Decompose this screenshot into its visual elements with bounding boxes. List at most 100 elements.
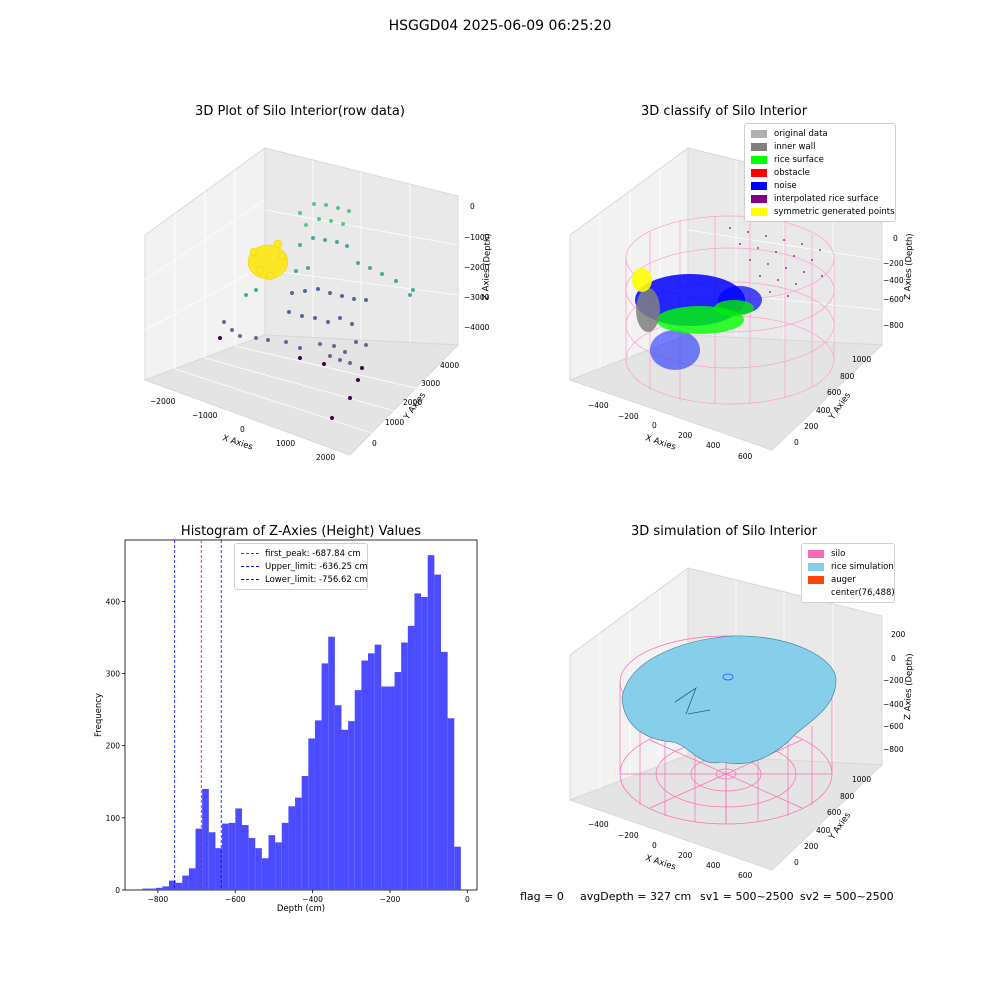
footer-flag: flag = 0 <box>520 890 564 903</box>
raw-ztick-labels: 0 −1000 −2000 −3000 −4000 <box>464 202 490 332</box>
raw-plot-title: 3D Plot of Silo Interior(row data) <box>195 104 405 119</box>
raw-ztick: −4000 <box>464 323 490 332</box>
classify-ztick: −800 <box>883 321 904 330</box>
histogram-bar <box>407 625 415 890</box>
legend-entry: silo <box>808 547 888 560</box>
legend-label: interpolated rice surface <box>774 193 879 204</box>
histogram-bar <box>208 832 216 890</box>
raw-ytick: 2000 <box>403 398 422 407</box>
legend-swatch <box>751 155 767 164</box>
histogram-xlabel: Depth (cm) <box>277 904 325 914</box>
legend-entry: symmetric generated points <box>751 205 895 218</box>
histogram-bar <box>142 888 150 890</box>
classify-ytick: 200 <box>804 422 819 431</box>
histogram-bar <box>374 644 382 890</box>
histogram-bar <box>321 663 329 890</box>
simulation-xtick: 0 <box>652 841 657 850</box>
simulation-ytick: 800 <box>840 792 855 801</box>
classify-ytick: 400 <box>816 406 831 415</box>
histogram-x-ticks: −800 −600 −400 −200 0 <box>148 890 470 904</box>
legend-swatch <box>751 194 767 203</box>
histogram-bar <box>222 823 229 890</box>
legend-swatch <box>751 207 767 216</box>
legend-entry: rice simulation <box>808 560 894 573</box>
classify-zlabel: Z Axies (Depth) <box>903 233 915 300</box>
legend-dash <box>241 566 259 567</box>
legend-swatch <box>808 575 824 584</box>
raw-ytick: 0 <box>372 439 377 448</box>
legend-entry: rice surface <box>751 153 889 166</box>
legend-dash <box>241 553 259 554</box>
classify-rice-surface-cloud <box>656 300 754 334</box>
histogram-bar <box>361 660 369 890</box>
classify-ytick: 0 <box>794 438 799 447</box>
raw-ztick: 0 <box>470 202 475 211</box>
figure-title: HSGGD04 2025-06-09 06:25:20 <box>388 18 612 34</box>
classify-xtick: 600 <box>738 452 753 461</box>
histogram-bar <box>135 889 143 890</box>
histogram-bar <box>268 835 276 890</box>
footer-sv2: sv2 = 500~2500 <box>800 890 894 903</box>
histogram-bar <box>188 868 196 890</box>
raw-xtick: −2000 <box>150 397 176 406</box>
legend-entry: inner wall <box>751 140 889 153</box>
histogram-bar <box>387 686 395 890</box>
legend-entry: interpolated rice surface <box>751 192 889 205</box>
simulation-xtick: 400 <box>706 861 721 870</box>
histogram-ylabel: Frequency <box>94 693 104 737</box>
legend-label: rice surface <box>774 154 824 165</box>
classify-ztick: −400 <box>883 276 904 285</box>
classify-xtick: −200 <box>618 412 639 421</box>
histogram-reference-lines <box>174 540 222 890</box>
raw-xtick: −1000 <box>192 411 218 420</box>
legend-entry: auger <box>808 573 888 586</box>
histogram-bar <box>394 672 402 890</box>
raw-side-pane <box>264 147 459 346</box>
simulation-ztick: 200 <box>891 630 906 639</box>
legend-swatch <box>751 168 767 177</box>
raw-ztick: −2000 <box>464 263 490 272</box>
histogram-bar <box>454 846 461 890</box>
histogram-bar <box>328 636 335 890</box>
simulation-ytick: 600 <box>827 808 842 817</box>
histogram-xtick-label: 0 <box>465 895 470 904</box>
classify-floor-pane <box>568 334 884 451</box>
raw-xlabel: X Axies <box>221 433 254 452</box>
simulation-plot-title: 3D simulation of Silo Interior <box>631 524 817 539</box>
histogram-ytick-label: 0 <box>115 886 120 895</box>
legend-label: obstacle <box>774 167 810 178</box>
footer-avg-depth: avgDepth = 327 cm <box>580 890 692 903</box>
histogram-bar <box>334 705 342 890</box>
simulation-ytick: 400 <box>816 826 831 835</box>
histogram-legend: first_peak: -687.84 cm Upper_limit: -636… <box>234 543 368 590</box>
raw-xtick: 1000 <box>276 439 295 448</box>
histogram-xtick-label: −800 <box>148 895 169 904</box>
classify-xlabel: X Axies <box>644 433 677 452</box>
histogram-bar <box>414 593 422 890</box>
legend-label: Upper_limit: -636.25 cm <box>265 561 368 572</box>
classify-3d-plot: −400 −200 0 200 400 600 0 200 400 600 80… <box>568 147 915 461</box>
simulation-center-marker <box>722 673 734 681</box>
classify-xtick: 0 <box>652 421 657 430</box>
simulation-ztick: −400 <box>883 700 904 709</box>
simulation-xtick: 200 <box>678 851 693 860</box>
histogram-bars <box>135 555 461 890</box>
histogram-bar <box>169 880 176 890</box>
legend-label: noise <box>774 180 797 191</box>
legend-swatch <box>751 129 767 138</box>
histogram-bar <box>275 842 282 890</box>
histogram-y-ticks: 0 100 200 300 400 <box>106 597 125 895</box>
legend-swatch <box>751 181 767 190</box>
histogram-bar <box>235 808 242 890</box>
legend-label: auger <box>831 574 856 585</box>
simulation-legend: silo rice simulation auger center(76,488… <box>801 543 895 603</box>
legend-entry: center(76,488) <box>808 586 895 599</box>
histogram-bar <box>434 574 441 890</box>
histogram-title: Histogram of Z-Axies (Height) Values <box>180 524 422 539</box>
legend-entry: Lower_limit: -756.62 cm <box>241 573 367 586</box>
legend-label: symmetric generated points <box>774 206 895 217</box>
simulation-ytick: 0 <box>794 858 799 867</box>
raw-grid <box>144 160 459 434</box>
classify-xtick: −400 <box>588 401 609 410</box>
simulation-ytick: 1000 <box>852 775 871 784</box>
